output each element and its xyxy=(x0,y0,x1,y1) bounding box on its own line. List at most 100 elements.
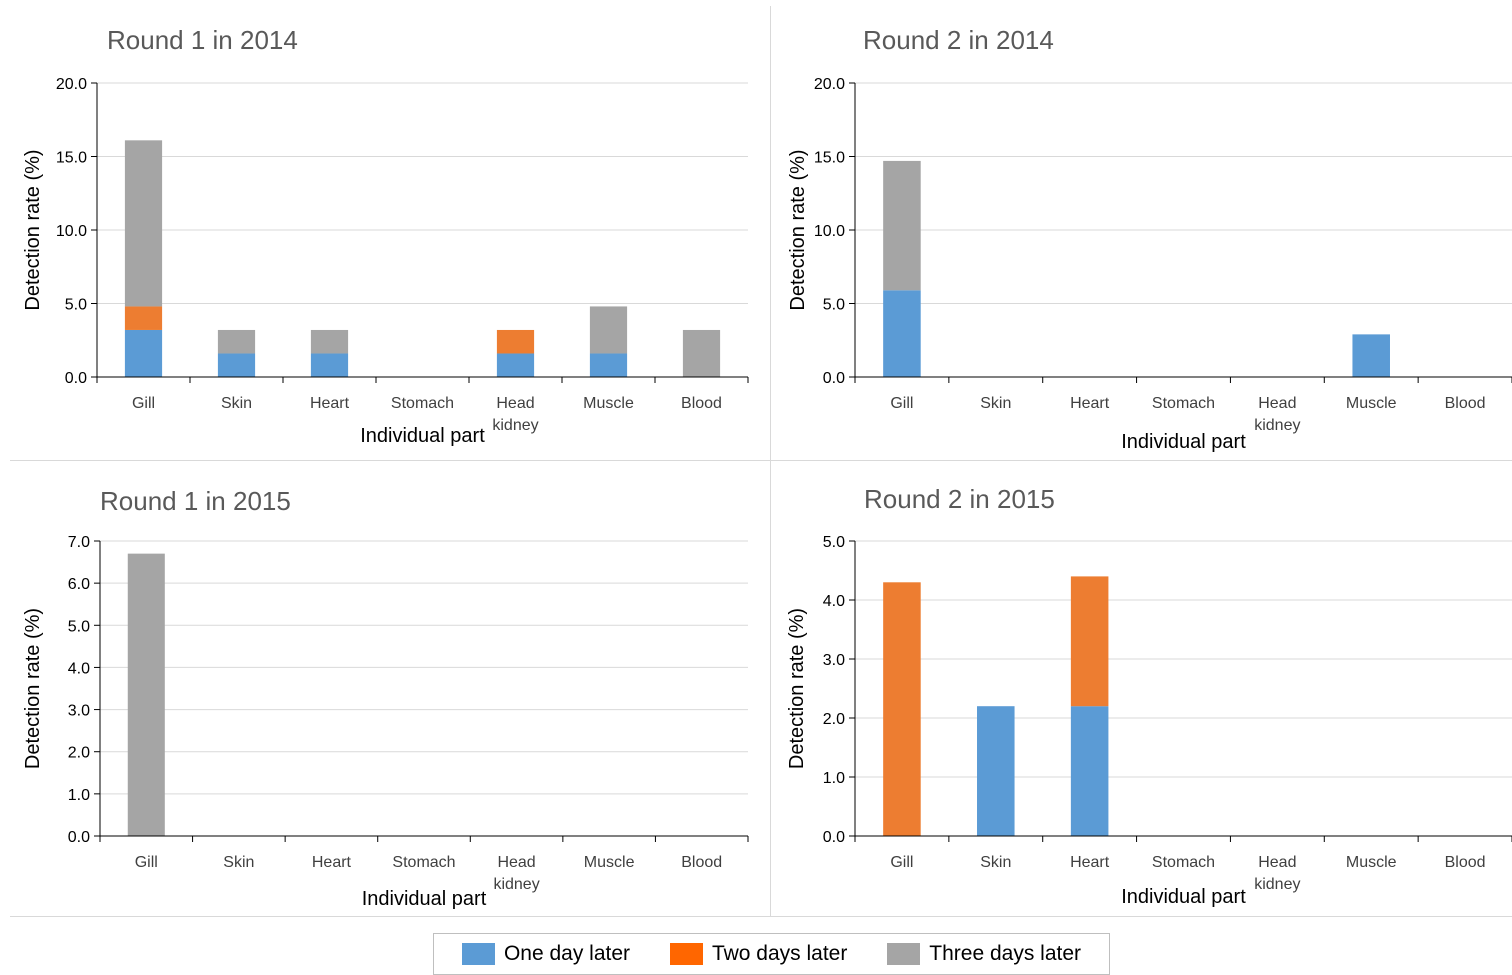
x-tick-label-skin: Skin xyxy=(223,854,254,871)
y-tick-label: 1.0 xyxy=(823,770,845,787)
y-tick-label: 4.0 xyxy=(68,660,90,677)
chart-round1-2015: Round 1 in 2015 0.0 1.0 2.0 3.0 4.0 5.0 6.0 7.0 G… xyxy=(22,486,749,910)
x-tick-label-blood: Blood xyxy=(681,395,722,412)
x-tick-label-stomach: Stomach xyxy=(391,395,454,412)
legend-swatch-one-day xyxy=(461,943,495,965)
x-tick-label-gill: Gill xyxy=(132,395,155,412)
legend-label-two-days: Two days later xyxy=(711,942,848,965)
chart-title: Round 2 in 2014 xyxy=(863,25,1054,55)
legend-swatch-two-days xyxy=(669,943,703,965)
bar-gill-one-day xyxy=(124,329,163,377)
x-tick-label-head-kidney: Head kidney xyxy=(1254,395,1300,434)
x-axis-label: Individual part xyxy=(1121,431,1246,453)
bar-gill-three-days xyxy=(124,140,163,307)
bar-blood-three-days xyxy=(682,329,721,377)
y-tick-label: 0.0 xyxy=(65,370,87,387)
bar-heart-one-day xyxy=(1070,706,1109,836)
bar-gill-three-days xyxy=(127,553,165,836)
vertical-divider xyxy=(770,6,771,916)
bottom-divider xyxy=(10,916,1512,917)
chart-panel-round2-2014: Round 2 in 2014 0.0 5.0 10.0 15.0 20.0 Gill Ski… xyxy=(771,6,1512,460)
bar-skin-one-day xyxy=(217,353,256,377)
x-tick-label-blood: Blood xyxy=(1445,395,1486,412)
bar-muscle-one-day xyxy=(1352,334,1390,377)
legend-label-three-days: Three days later xyxy=(929,942,1082,965)
bar-heart-three-days xyxy=(310,329,349,354)
legend-item-one-day: One day later xyxy=(461,942,631,966)
x-tick-label-head-kidney: Head kidney xyxy=(492,395,538,434)
bar-head-kidney-one-day xyxy=(496,353,535,377)
x-tick-label-skin: Skin xyxy=(980,395,1011,412)
y-tick-label: 3.0 xyxy=(823,652,845,669)
y-tick-label: 0.0 xyxy=(823,829,845,846)
x-tick-label-gill: Gill xyxy=(135,854,158,871)
y-tick-label: 10.0 xyxy=(814,223,845,240)
x-tick-label-gill: Gill xyxy=(890,854,913,871)
x-tick-label-skin: Skin xyxy=(980,854,1011,871)
y-tick-label: 5.0 xyxy=(823,297,845,314)
y-axis-label: Detection rate (%) xyxy=(22,149,44,310)
x-tick-label-stomach: Stomach xyxy=(1152,854,1215,871)
x-tick-label-heart: Heart xyxy=(310,395,350,412)
y-tick-label: 2.0 xyxy=(823,711,845,728)
x-tick-label-heart: Heart xyxy=(312,854,352,871)
y-axis-label: Detection rate (%) xyxy=(22,608,44,769)
chart-title: Round 1 in 2014 xyxy=(107,25,298,55)
y-tick-label: 5.0 xyxy=(65,297,87,314)
x-tick-label-head-kidney: Head kidney xyxy=(493,854,539,893)
x-tick-label-heart: Heart xyxy=(1070,854,1110,871)
x-tick-label-skin: Skin xyxy=(221,395,252,412)
bar-skin-three-days xyxy=(217,329,256,354)
bar-head-kidney-two-days xyxy=(496,329,535,354)
chart-title: Round 1 in 2015 xyxy=(100,486,291,516)
chart-round1-2014: Round 1 in 2014 0.0 5.0 10.0 15.0 20.0 Gill Ski… xyxy=(22,25,749,447)
x-tick-label-blood: Blood xyxy=(681,854,722,871)
x-tick-label-muscle: Muscle xyxy=(583,395,634,412)
y-tick-label: 2.0 xyxy=(68,745,90,762)
x-tick-label-stomach: Stomach xyxy=(1152,395,1215,412)
bar-muscle-one-day xyxy=(589,353,628,377)
bar-gill-one-day xyxy=(883,290,921,377)
bar-skin-one-day xyxy=(977,706,1015,836)
horizontal-divider xyxy=(10,460,1512,461)
chart-title: Round 2 in 2015 xyxy=(864,484,1055,514)
legend-item-three-days: Three days later xyxy=(887,942,1081,966)
chart-round2-2014: Round 2 in 2014 0.0 5.0 10.0 15.0 20.0 Gill Ski… xyxy=(787,25,1512,453)
x-tick-label-muscle: Muscle xyxy=(1346,395,1397,412)
y-tick-label: 3.0 xyxy=(68,703,90,720)
y-tick-label: 5.0 xyxy=(823,534,845,551)
y-tick-label: 0.0 xyxy=(68,829,90,846)
y-tick-label: 20.0 xyxy=(814,76,845,93)
bar-gill-two-days xyxy=(124,306,163,330)
bar-muscle-three-days xyxy=(589,306,628,354)
x-tick-label-head-kidney: Head kidney xyxy=(1254,854,1300,893)
y-tick-label: 5.0 xyxy=(68,618,90,635)
bar-heart-two-days xyxy=(1070,576,1109,707)
y-tick-label: 4.0 xyxy=(823,593,845,610)
legend-label-one-day: One day later xyxy=(503,942,631,965)
x-tick-label-gill: Gill xyxy=(890,395,913,412)
bar-heart-one-day xyxy=(310,353,349,377)
y-tick-label: 7.0 xyxy=(68,534,90,551)
legend-item-two-days: Two days later xyxy=(669,942,848,966)
bar-gill-two-days xyxy=(883,582,921,836)
x-axis-label: Individual part xyxy=(360,425,485,447)
x-axis-label: Individual part xyxy=(362,888,487,910)
x-tick-label-muscle: Muscle xyxy=(1346,854,1397,871)
x-axis-label: Individual part xyxy=(1121,886,1246,908)
y-axis-label: Detection rate (%) xyxy=(787,149,809,310)
x-tick-label-blood: Blood xyxy=(1445,854,1486,871)
y-tick-label: 10.0 xyxy=(56,223,87,240)
y-axis-label: Detection rate (%) xyxy=(786,608,808,769)
bar-gill-three-days xyxy=(883,160,921,291)
y-tick-label: 1.0 xyxy=(68,787,90,804)
legend-swatch-three-days xyxy=(887,943,921,965)
chart-panel-round1-2014: Round 1 in 2014 0.0 5.0 10.0 15.0 20.0 Gill Ski… xyxy=(10,6,770,460)
y-tick-label: 20.0 xyxy=(56,76,87,93)
x-tick-label-stomach: Stomach xyxy=(392,854,455,871)
x-tick-label-heart: Heart xyxy=(1070,395,1110,412)
y-tick-label: 0.0 xyxy=(823,370,845,387)
chart-panel-round1-2015: Round 1 in 2015 0.0 1.0 2.0 3.0 4.0 5.0 6.0 7.0 G… xyxy=(10,461,770,916)
y-tick-label: 6.0 xyxy=(68,576,90,593)
y-tick-label: 15.0 xyxy=(814,150,845,167)
